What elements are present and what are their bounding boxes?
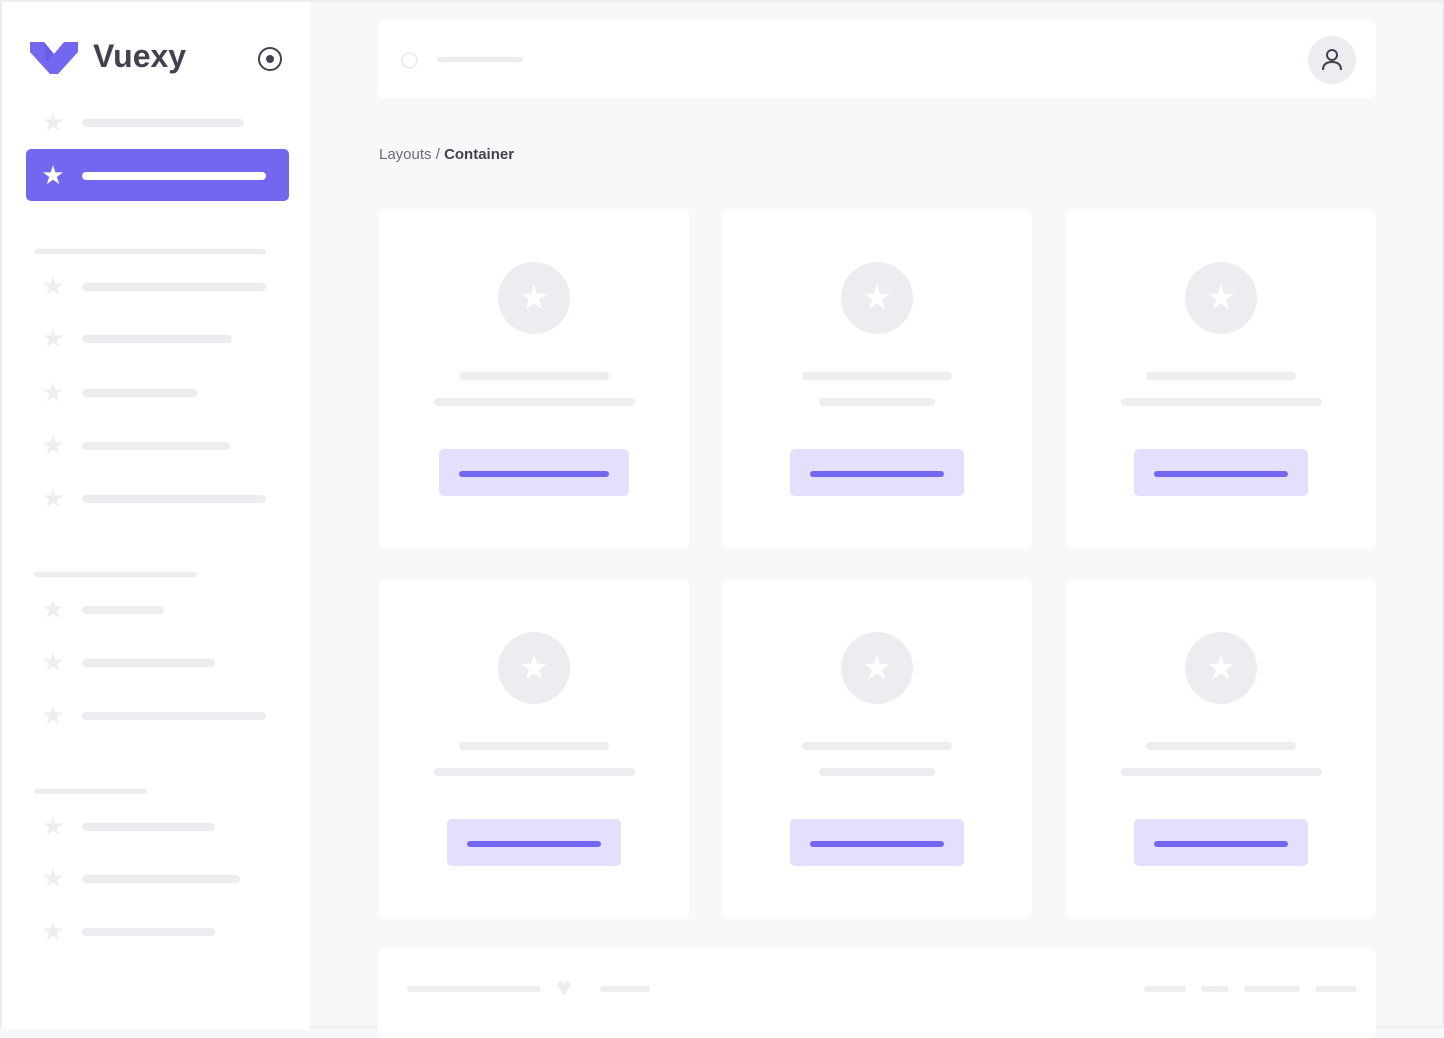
card-button[interactable] bbox=[1134, 819, 1308, 866]
sidebar-item-label[interactable] bbox=[82, 442, 230, 450]
footer: ♥ bbox=[378, 948, 1376, 1038]
card-button[interactable] bbox=[447, 819, 621, 866]
search-input[interactable] bbox=[437, 57, 523, 62]
sidebar-item-label[interactable] bbox=[82, 606, 164, 614]
footer-text bbox=[600, 986, 650, 992]
brand-logo[interactable] bbox=[30, 40, 78, 76]
footer-link[interactable] bbox=[1244, 986, 1300, 992]
content-card: ★ bbox=[1066, 209, 1376, 549]
breadcrumb-separator: / bbox=[431, 146, 445, 163]
content-card: ★ bbox=[722, 209, 1032, 549]
sidebar-item-label[interactable] bbox=[82, 389, 198, 397]
card-button[interactable] bbox=[439, 449, 629, 496]
sidebar-item-label[interactable] bbox=[82, 283, 266, 291]
card-button-label bbox=[810, 471, 944, 477]
sidebar-section-header bbox=[34, 789, 147, 794]
top-navbar bbox=[378, 20, 1376, 98]
user-avatar[interactable] bbox=[1308, 36, 1356, 84]
footer-link[interactable] bbox=[1144, 986, 1186, 992]
star-icon: ★ bbox=[498, 262, 570, 334]
star-icon: ★ bbox=[41, 430, 65, 460]
card-text bbox=[1121, 768, 1322, 776]
sidebar-item-label[interactable] bbox=[82, 119, 244, 127]
star-icon: ★ bbox=[41, 811, 65, 841]
sidebar-item-label[interactable] bbox=[82, 659, 215, 667]
card-text bbox=[434, 398, 635, 406]
star-icon: ★ bbox=[41, 916, 65, 946]
card-button-label bbox=[810, 841, 944, 847]
card-text bbox=[819, 398, 935, 406]
star-icon: ★ bbox=[1185, 632, 1257, 704]
sidebar-item-label[interactable] bbox=[82, 928, 215, 936]
footer-link[interactable] bbox=[1201, 986, 1229, 992]
footer-link[interactable] bbox=[1315, 986, 1357, 992]
card-text bbox=[1121, 398, 1322, 406]
sidebar-item-label[interactable] bbox=[82, 172, 266, 180]
content-card: ★ bbox=[722, 579, 1032, 919]
star-icon: ★ bbox=[841, 262, 913, 334]
card-title bbox=[459, 372, 609, 380]
card-button-label bbox=[1154, 841, 1288, 847]
card-button-label bbox=[459, 471, 609, 477]
star-icon: ★ bbox=[41, 323, 65, 353]
sidebar-item-label[interactable] bbox=[82, 712, 266, 720]
user-icon bbox=[1322, 49, 1342, 71]
star-icon: ★ bbox=[41, 271, 65, 301]
breadcrumb-parent[interactable]: Layouts bbox=[379, 146, 432, 163]
star-icon: ★ bbox=[41, 160, 65, 190]
card-button-label bbox=[1154, 471, 1288, 477]
card-title bbox=[802, 742, 952, 750]
content-card: ★ bbox=[379, 579, 689, 919]
card-button[interactable] bbox=[1134, 449, 1308, 496]
sidebar-item-label[interactable] bbox=[82, 823, 215, 831]
heart-icon: ♥ bbox=[556, 972, 572, 1002]
star-icon: ★ bbox=[41, 647, 65, 677]
card-title bbox=[1146, 372, 1296, 380]
sidebar-item-label[interactable] bbox=[82, 875, 240, 883]
card-text bbox=[434, 768, 635, 776]
card-title bbox=[802, 372, 952, 380]
star-icon: ★ bbox=[498, 632, 570, 704]
star-icon: ★ bbox=[1185, 262, 1257, 334]
card-title bbox=[1146, 742, 1296, 750]
star-icon: ★ bbox=[41, 594, 65, 624]
sidebar-section-header bbox=[34, 572, 197, 577]
breadcrumb-current: Container bbox=[444, 146, 515, 163]
brand-name: Vuexy bbox=[93, 38, 187, 74]
star-icon: ★ bbox=[41, 483, 65, 513]
content-card: ★ bbox=[1066, 579, 1376, 919]
footer-text bbox=[407, 986, 541, 992]
sidebar: Vuexy ★ ★ ★ ★ ★ ★ ★ ★ ★ ★ ★ ★ ★ bbox=[2, 2, 310, 1030]
breadcrumb: Layouts / Container bbox=[379, 146, 514, 163]
star-icon: ★ bbox=[41, 107, 65, 137]
sidebar-item-label[interactable] bbox=[82, 335, 232, 343]
search-icon[interactable] bbox=[401, 52, 418, 69]
card-title bbox=[459, 742, 609, 750]
vuexy-logo-icon bbox=[30, 42, 78, 74]
sidebar-toggle-icon[interactable] bbox=[258, 47, 282, 71]
card-button[interactable] bbox=[790, 819, 964, 866]
star-icon: ★ bbox=[841, 632, 913, 704]
card-button[interactable] bbox=[790, 449, 964, 496]
content-card: ★ bbox=[379, 209, 689, 549]
card-button-label bbox=[467, 841, 601, 847]
star-icon: ★ bbox=[41, 700, 65, 730]
star-icon: ★ bbox=[41, 863, 65, 893]
star-icon: ★ bbox=[41, 377, 65, 407]
sidebar-section-header bbox=[34, 249, 266, 254]
card-text bbox=[819, 768, 935, 776]
sidebar-item-label[interactable] bbox=[82, 495, 266, 503]
